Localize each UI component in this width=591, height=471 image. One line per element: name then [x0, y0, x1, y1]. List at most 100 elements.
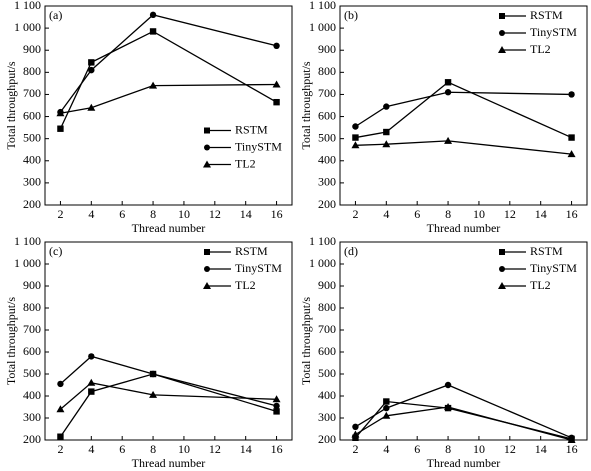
series-line	[355, 384, 572, 439]
series-line	[355, 91, 572, 128]
legend-label: RSTM	[235, 244, 268, 258]
panel-label: (a)	[49, 8, 62, 22]
legend-marker	[499, 30, 505, 36]
marker	[56, 109, 65, 117]
marker	[88, 353, 95, 360]
marker	[273, 42, 280, 49]
y-tick-label: 500	[23, 366, 41, 380]
y-tick-label: 200	[318, 432, 336, 446]
y-tick-label: 400	[318, 153, 336, 167]
x-axis-label: Thread number	[427, 456, 501, 470]
y-axis-label: Total throughput/s	[299, 297, 313, 385]
marker	[57, 380, 64, 388]
x-tick-label: 4	[383, 442, 389, 456]
marker	[87, 103, 96, 111]
x-tick-label: 8	[445, 207, 451, 221]
x-tick-label: 2	[57, 442, 63, 456]
legend-marker	[204, 266, 210, 272]
y-tick-label: 500	[318, 366, 336, 380]
marker	[568, 91, 575, 98]
panel: 200 300 400 500 600 700 800 900 1 000 1 100 2 4 6 8 10…	[299, 0, 588, 235]
marker	[273, 98, 280, 106]
x-tick-label: 2	[57, 207, 63, 221]
marker	[383, 404, 390, 412]
y-tick-label: 1 000	[14, 20, 41, 34]
y-tick-label: 600	[318, 344, 336, 358]
plot-frame	[44, 241, 293, 441]
marker	[383, 398, 390, 405]
y-tick-label: 700	[318, 86, 336, 100]
marker	[568, 134, 575, 141]
legend-label: RSTM	[530, 8, 563, 22]
y-tick-label: 900	[23, 278, 41, 292]
marker	[57, 125, 64, 132]
x-tick-label: 14	[535, 207, 547, 221]
marker	[352, 434, 359, 441]
marker	[149, 11, 157, 19]
x-tick-label: 4	[88, 207, 94, 221]
x-tick-label: 4	[88, 442, 94, 456]
panel: 200 300 400 500 600 700 800 900 1 000 1 100 2 4 6 8 10…	[4, 234, 293, 470]
x-tick-label: 16	[271, 442, 283, 456]
marker	[444, 381, 452, 389]
series-line	[59, 373, 277, 438]
y-tick-label: 1 000	[309, 256, 336, 270]
y-tick-label: 300	[23, 410, 41, 424]
y-tick-label: 500	[318, 130, 336, 144]
legend-label: TL2	[235, 278, 256, 292]
x-tick-label: 14	[240, 207, 252, 221]
legend-label: TL2	[530, 278, 551, 292]
x-tick-label: 12	[209, 442, 221, 456]
marker	[88, 59, 95, 66]
series-line	[60, 83, 277, 114]
marker	[272, 395, 281, 403]
y-tick-label: 800	[23, 300, 41, 314]
marker	[351, 430, 360, 438]
marker	[57, 433, 64, 440]
x-tick-label: 12	[209, 207, 221, 221]
x-tick-label: 12	[504, 442, 516, 456]
y-tick-label: 300	[318, 410, 336, 424]
legend-label: RSTM	[530, 244, 563, 258]
x-axis-label: Thread number	[132, 221, 206, 235]
x-tick-label: 10	[178, 442, 190, 456]
x-tick-label: 2	[352, 207, 358, 221]
series-line	[355, 81, 572, 139]
x-axis-label: Thread number	[427, 221, 501, 235]
legend-label: TL2	[235, 156, 256, 170]
y-tick-label: 900	[318, 278, 336, 292]
legend-marker	[498, 282, 506, 289]
legend-marker	[204, 249, 210, 255]
panel: 200 300 400 500 600 700 800 900 1 000 1 100 2 4 6 8 10…	[299, 234, 588, 470]
marker	[273, 402, 280, 410]
plot-frame	[339, 241, 588, 441]
y-axis-label: Total throughput/s	[4, 297, 18, 385]
x-tick-label: 14	[240, 442, 252, 456]
marker	[444, 136, 453, 144]
panel-label: (d)	[344, 244, 358, 258]
x-tick-label: 6	[414, 442, 420, 456]
y-tick-label: 200	[23, 197, 41, 211]
marker	[149, 28, 157, 35]
legend-marker	[498, 46, 506, 53]
marker	[567, 436, 576, 443]
y-tick-label: 1 000	[14, 256, 41, 270]
marker	[383, 103, 390, 110]
x-tick-label: 6	[119, 442, 125, 456]
legend-marker	[203, 160, 211, 168]
x-tick-label: 10	[178, 207, 190, 221]
y-tick-label: 600	[318, 108, 336, 122]
y-tick-label: 400	[23, 388, 41, 402]
y-tick-label: 600	[23, 344, 41, 358]
panel-label: (b)	[344, 8, 358, 22]
x-tick-label: 4	[383, 207, 389, 221]
y-tick-label: 800	[318, 64, 336, 78]
marker	[352, 134, 359, 141]
y-tick-label: 200	[318, 197, 336, 211]
y-tick-label: 900	[23, 42, 41, 56]
marker	[273, 408, 280, 415]
legend-marker	[499, 249, 505, 255]
y-tick-label: 1 000	[309, 20, 336, 34]
marker	[88, 66, 95, 74]
series-line	[355, 406, 572, 441]
